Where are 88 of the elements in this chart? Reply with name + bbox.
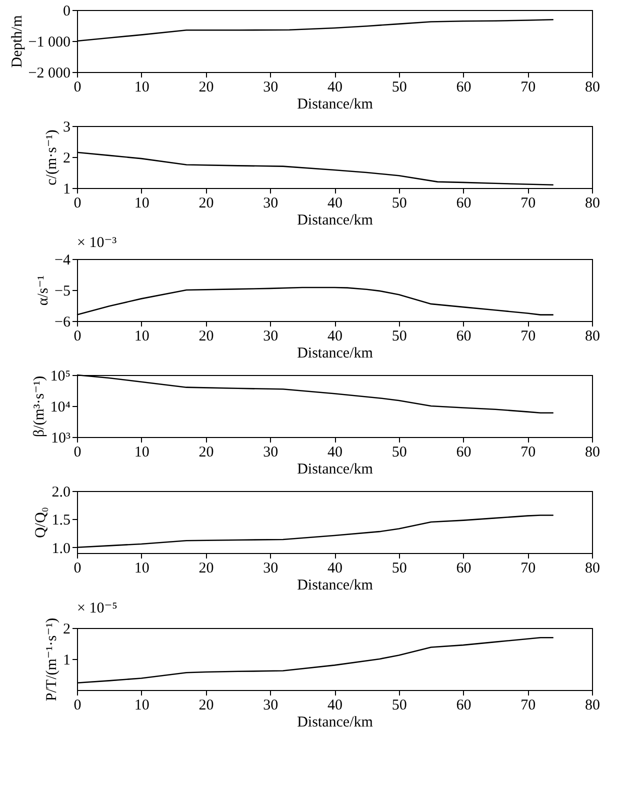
x-tick-label: 60 bbox=[456, 698, 472, 714]
y-tick-label: 1.0 bbox=[52, 540, 70, 557]
x-tick-label: 80 bbox=[585, 560, 600, 576]
x-tick-label: 80 bbox=[585, 328, 600, 344]
x-tick-label: 40 bbox=[328, 444, 342, 460]
x-tick-label: 20 bbox=[198, 444, 214, 460]
x-tick-label: 10 bbox=[134, 444, 150, 460]
x-tick-label: 10 bbox=[134, 80, 150, 96]
x-tick-label: 10 bbox=[134, 698, 150, 714]
y-axis-title: c/(m·s⁻¹) bbox=[44, 130, 60, 186]
line-series bbox=[76, 286, 554, 316]
x-tick-label: 70 bbox=[520, 328, 536, 344]
x-tick-label: 20 bbox=[198, 698, 214, 714]
x-tick-label: 30 bbox=[263, 444, 278, 460]
x-axis-title: Distance/km bbox=[297, 96, 374, 112]
y-tick-label: 0 bbox=[63, 4, 70, 20]
text: × 10⁻⁵ bbox=[77, 600, 118, 616]
y-tick-label: −4 bbox=[54, 252, 71, 268]
x-tick-label: 70 bbox=[520, 80, 536, 96]
y-tick-label: 10⁴ bbox=[50, 400, 70, 416]
x-tick-label: 50 bbox=[392, 698, 407, 714]
x-tick-label: 80 bbox=[585, 444, 600, 460]
y-axis-title: α/s⁻¹ bbox=[36, 275, 52, 306]
y-tick-label: −6 bbox=[54, 314, 71, 330]
y-tick-label: 2 bbox=[63, 622, 70, 638]
x-tick-label: 40 bbox=[328, 328, 342, 344]
x-tick-label: 40 bbox=[328, 560, 342, 576]
y-tick-label: −2 000 bbox=[28, 66, 70, 82]
x-tick-label: 10 bbox=[134, 196, 150, 212]
y-axis-title: β/(m³·s⁻¹) bbox=[31, 376, 48, 438]
x-tick-label: 60 bbox=[456, 80, 472, 96]
x-tick-label: 0 bbox=[74, 698, 82, 714]
x-tick-label: 30 bbox=[263, 80, 278, 96]
y-tick-label: 2.0 bbox=[52, 484, 70, 500]
x-tick-label: 70 bbox=[520, 196, 536, 212]
x-tick-label: 80 bbox=[585, 80, 600, 96]
x-tick-label: 40 bbox=[328, 698, 342, 714]
x-tick-label: 80 bbox=[585, 196, 600, 212]
x-tick-label: 70 bbox=[520, 444, 536, 460]
x-tick-label: 20 bbox=[198, 196, 214, 212]
x-tick-label: 30 bbox=[263, 560, 278, 576]
x-tick-label: 80 bbox=[585, 698, 600, 714]
x-tick-label: 60 bbox=[456, 444, 472, 460]
x-tick-label: 50 bbox=[392, 560, 407, 576]
x-tick-label: 20 bbox=[198, 560, 214, 576]
y-tick-label: 10⁵ bbox=[50, 368, 70, 384]
x-tick-label: 50 bbox=[392, 80, 407, 96]
x-tick-label: 30 bbox=[263, 328, 278, 344]
y-tick-label: −5 bbox=[54, 284, 70, 300]
y-tick-label: 2 bbox=[63, 150, 70, 166]
x-tick-label: 0 bbox=[74, 80, 82, 96]
x-axis-title: Distance/km bbox=[297, 346, 374, 362]
x-tick-label: 0 bbox=[74, 196, 82, 212]
line-series bbox=[76, 636, 554, 684]
y-tick-label: −1 000 bbox=[28, 34, 70, 50]
x-tick-label: 60 bbox=[456, 196, 472, 212]
y-axis-title: Q/Q₀ bbox=[32, 506, 49, 538]
y-tick-label: 1 bbox=[63, 182, 70, 198]
x-tick-label: 0 bbox=[74, 560, 82, 576]
y-axis-title: P/T/(m⁻¹·s⁻¹) bbox=[44, 618, 60, 702]
line-series bbox=[76, 152, 554, 186]
x-axis-title: Distance/km bbox=[297, 212, 374, 228]
x-tick-label: 70 bbox=[520, 698, 536, 714]
y-axis-title: Depth/m bbox=[9, 14, 26, 68]
y-tick-label: 10³ bbox=[51, 430, 71, 446]
x-tick-label: 60 bbox=[456, 328, 472, 344]
x-tick-label: 0 bbox=[74, 328, 82, 344]
x-tick-label: 70 bbox=[520, 560, 536, 576]
x-axis-title: Distance/km bbox=[297, 714, 374, 730]
x-tick-label: 20 bbox=[198, 80, 214, 96]
x-tick-label: 0 bbox=[74, 444, 82, 460]
x-tick-label: 10 bbox=[134, 560, 150, 576]
x-tick-label: 50 bbox=[392, 328, 407, 344]
x-tick-label: 40 bbox=[328, 80, 342, 96]
x-tick-label: 10 bbox=[134, 328, 150, 344]
x-tick-label: 30 bbox=[263, 196, 278, 212]
x-tick-label: 60 bbox=[456, 560, 472, 576]
x-axis-title: Distance/km bbox=[297, 462, 374, 478]
x-tick-label: 30 bbox=[263, 698, 278, 714]
y-tick-label: 1 bbox=[63, 652, 70, 668]
x-tick-label: 50 bbox=[392, 196, 407, 212]
text: × 10⁻³ bbox=[77, 235, 118, 251]
y-tick-label: 1.5 bbox=[52, 512, 70, 529]
x-axis-title: Distance/km bbox=[297, 578, 374, 594]
x-tick-label: 40 bbox=[328, 196, 342, 212]
x-tick-label: 50 bbox=[392, 444, 407, 460]
y-tick-label: 3 bbox=[63, 120, 70, 136]
x-tick-label: 20 bbox=[198, 328, 214, 344]
